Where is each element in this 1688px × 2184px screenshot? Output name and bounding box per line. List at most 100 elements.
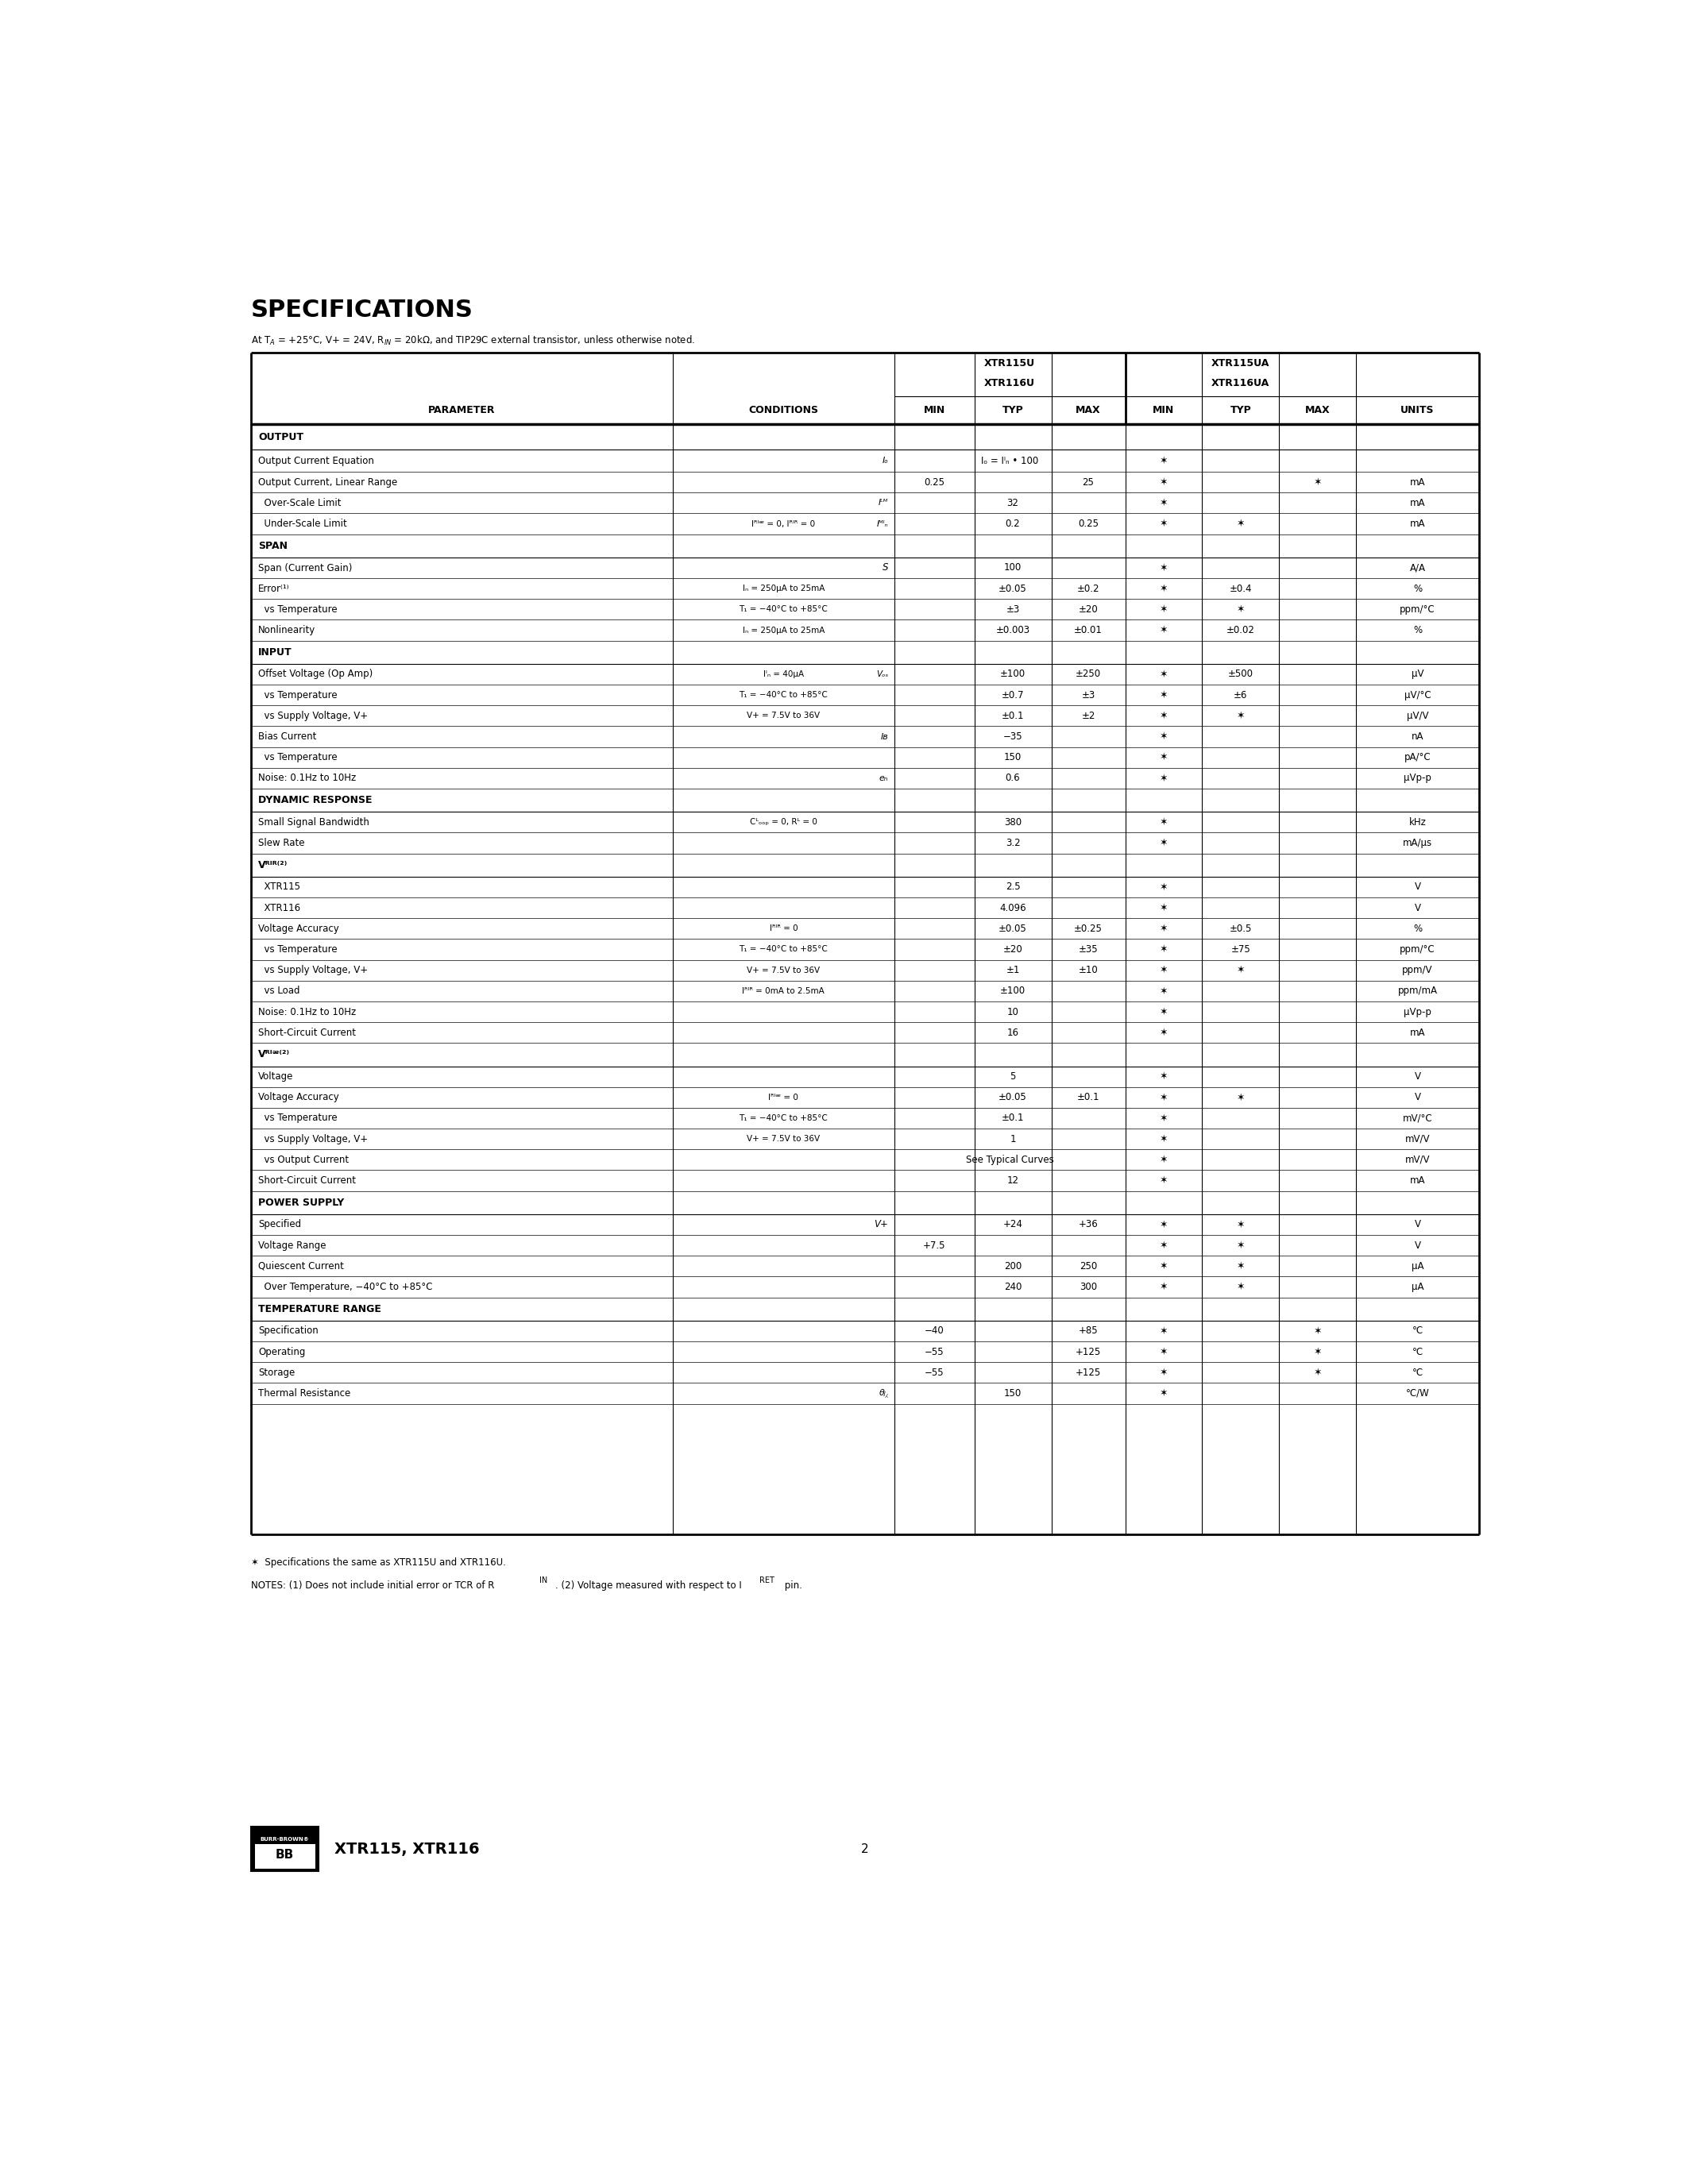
Text: pin.: pin.	[782, 1581, 802, 1590]
Text: +125: +125	[1075, 1348, 1101, 1356]
Text: ±20: ±20	[1003, 943, 1023, 954]
Text: IN: IN	[538, 1577, 547, 1583]
Text: Iᴿᴵᵆ = 0, Iᴿᴵᴿ = 0: Iᴿᴵᵆ = 0, Iᴿᴵᴿ = 0	[751, 520, 815, 529]
Text: POWER SUPPLY: POWER SUPPLY	[258, 1197, 344, 1208]
Text: Cᴸₒₒₚ = 0, Rᴸ = 0: Cᴸₒₒₚ = 0, Rᴸ = 0	[749, 819, 817, 826]
Text: ✶: ✶	[1236, 965, 1244, 976]
Text: ±100: ±100	[999, 985, 1026, 996]
Text: UNITS: UNITS	[1401, 406, 1435, 415]
Text: OUTPUT: OUTPUT	[258, 432, 304, 441]
Text: ✶: ✶	[1160, 1072, 1168, 1081]
Text: ✶: ✶	[1160, 498, 1168, 509]
Text: ±0.05: ±0.05	[999, 924, 1026, 935]
Text: Noise: 0.1Hz to 10Hz: Noise: 0.1Hz to 10Hz	[258, 773, 356, 784]
Text: ppm/°C: ppm/°C	[1399, 605, 1435, 614]
Text: Over Temperature, −40°C to +85°C: Over Temperature, −40°C to +85°C	[258, 1282, 432, 1293]
Text: Iᴸᴹ: Iᴸᴹ	[878, 500, 888, 507]
Text: ±10: ±10	[1079, 965, 1099, 976]
Text: Specified: Specified	[258, 1219, 302, 1230]
Text: ±0.1: ±0.1	[1001, 1114, 1025, 1123]
Text: V: V	[1415, 1072, 1421, 1081]
Text: ±0.4: ±0.4	[1229, 583, 1252, 594]
Text: +36: +36	[1079, 1219, 1099, 1230]
Text: ppm/mA: ppm/mA	[1398, 985, 1438, 996]
Text: ✶: ✶	[1160, 625, 1168, 636]
Text: °C: °C	[1411, 1348, 1423, 1356]
Text: ✶: ✶	[1160, 924, 1168, 935]
Text: ✶: ✶	[1160, 751, 1168, 762]
Text: 0.25: 0.25	[923, 476, 945, 487]
Text: RET: RET	[760, 1577, 775, 1583]
Text: ±75: ±75	[1231, 943, 1251, 954]
Text: vs Temperature: vs Temperature	[258, 1114, 338, 1123]
Text: ✶: ✶	[1236, 1092, 1244, 1103]
Text: ✶: ✶	[1160, 518, 1168, 529]
Text: ✶: ✶	[1313, 1326, 1322, 1337]
Text: 16: 16	[1006, 1026, 1020, 1037]
Text: 150: 150	[1004, 1389, 1021, 1398]
Text: −35: −35	[1003, 732, 1023, 743]
Text: XTR115, XTR116: XTR115, XTR116	[334, 1841, 479, 1856]
Text: ✶: ✶	[1160, 902, 1168, 913]
Text: 100: 100	[1004, 563, 1021, 572]
Text: ±35: ±35	[1079, 943, 1097, 954]
Text: mA: mA	[1409, 518, 1425, 529]
Text: See Typical Curves: See Typical Curves	[966, 1155, 1053, 1164]
Text: XTR115: XTR115	[258, 882, 300, 893]
Text: 240: 240	[1004, 1282, 1021, 1293]
Text: Iₒ: Iₒ	[881, 456, 888, 465]
Text: °C/W: °C/W	[1406, 1389, 1430, 1398]
Text: 2: 2	[861, 1843, 869, 1854]
Text: ✶: ✶	[1236, 1241, 1244, 1251]
Text: −55: −55	[925, 1348, 944, 1356]
Text: ✶: ✶	[1160, 605, 1168, 614]
Text: Iₒ = Iᴵₙ • 100: Iₒ = Iᴵₙ • 100	[981, 456, 1038, 465]
Text: mA: mA	[1409, 498, 1425, 509]
Text: Iᴹᴵₙ: Iᴹᴵₙ	[876, 520, 888, 529]
Text: ±6: ±6	[1234, 690, 1247, 701]
Text: μV/V: μV/V	[1406, 710, 1428, 721]
Text: μVp-p: μVp-p	[1404, 773, 1431, 784]
Text: kHz: kHz	[1409, 817, 1426, 828]
Text: Operating: Operating	[258, 1348, 306, 1356]
Text: Voltage Range: Voltage Range	[258, 1241, 326, 1251]
Text: Offset Voltage (Op Amp): Offset Voltage (Op Amp)	[258, 668, 373, 679]
Text: Vᴿᴵᴿ⁽²⁾: Vᴿᴵᴿ⁽²⁾	[258, 860, 289, 869]
Text: 0.25: 0.25	[1079, 518, 1099, 529]
Text: μVp-p: μVp-p	[1404, 1007, 1431, 1018]
Text: ✶: ✶	[1160, 965, 1168, 976]
Text: mV/°C: mV/°C	[1403, 1114, 1433, 1123]
Text: ✶: ✶	[1160, 1175, 1168, 1186]
Text: 1: 1	[1009, 1133, 1016, 1144]
Text: Slew Rate: Slew Rate	[258, 839, 306, 847]
Text: V: V	[1415, 1241, 1421, 1251]
Text: Iₙ = 250μA to 25mA: Iₙ = 250μA to 25mA	[743, 627, 824, 633]
Text: μV/°C: μV/°C	[1404, 690, 1431, 701]
Text: Storage: Storage	[258, 1367, 295, 1378]
Text: T₁ = −40°C to +85°C: T₁ = −40°C to +85°C	[739, 605, 827, 614]
Text: ✶: ✶	[1160, 1367, 1168, 1378]
Text: 300: 300	[1080, 1282, 1097, 1293]
Text: +24: +24	[1003, 1219, 1023, 1230]
Text: ±0.003: ±0.003	[996, 625, 1030, 636]
Text: ✶: ✶	[1313, 1348, 1322, 1356]
Text: ±0.2: ±0.2	[1077, 583, 1099, 594]
Text: Iᴵₙ = 40μA: Iᴵₙ = 40μA	[763, 670, 803, 679]
Text: 12: 12	[1006, 1175, 1020, 1186]
Text: +7.5: +7.5	[923, 1241, 945, 1251]
Text: ✶: ✶	[1160, 476, 1168, 487]
Text: ±0.05: ±0.05	[999, 1092, 1026, 1103]
Text: A/A: A/A	[1409, 563, 1426, 572]
Text: Bias Current: Bias Current	[258, 732, 317, 743]
Text: MIN: MIN	[923, 406, 945, 415]
Text: ✶: ✶	[1236, 1282, 1244, 1293]
Text: XTR116U: XTR116U	[984, 378, 1035, 389]
Text: ✶: ✶	[1160, 1241, 1168, 1251]
Text: 0.2: 0.2	[1006, 518, 1020, 529]
Text: μA: μA	[1411, 1282, 1423, 1293]
Text: ✶: ✶	[1160, 1326, 1168, 1337]
Text: θⱼ⁁: θⱼ⁁	[879, 1389, 888, 1398]
Text: Thermal Resistance: Thermal Resistance	[258, 1389, 351, 1398]
Text: ✶: ✶	[1236, 605, 1244, 614]
Text: °C: °C	[1411, 1367, 1423, 1378]
